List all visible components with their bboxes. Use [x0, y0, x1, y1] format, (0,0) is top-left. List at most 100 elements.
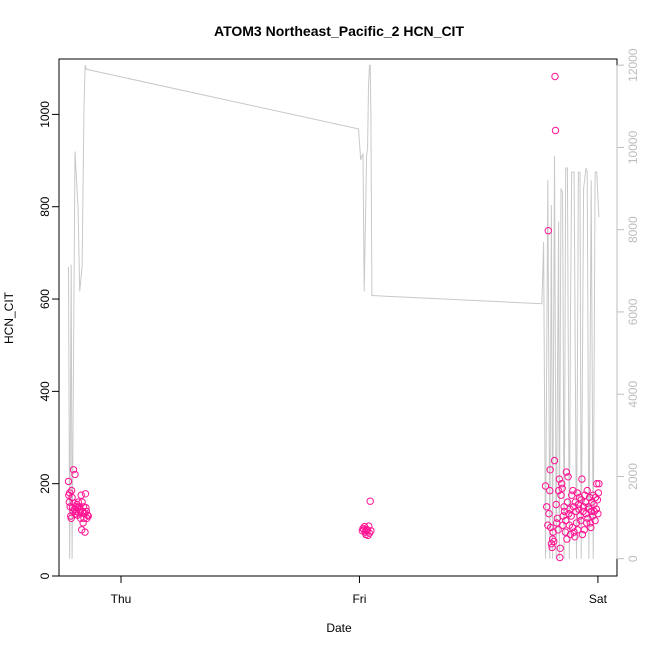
- bottom-tick-label: Thu: [111, 592, 132, 606]
- data-point: [563, 535, 571, 543]
- data-point: [556, 553, 564, 562]
- left-tick-label: 800: [38, 196, 52, 216]
- plot-frame: [58, 58, 618, 577]
- data-point: [565, 510, 573, 518]
- data-point: [577, 496, 585, 504]
- data-point: [547, 540, 556, 548]
- data-point: [554, 526, 562, 534]
- left-tick-label: 200: [38, 473, 52, 493]
- data-point: [552, 500, 560, 509]
- left-tick-label: 400: [38, 381, 52, 401]
- data-point: [562, 468, 571, 476]
- data-point: [586, 519, 594, 527]
- data-point: [591, 516, 599, 525]
- data-point: [555, 475, 563, 483]
- data-point: [366, 497, 374, 505]
- right-tick-label: 6000: [626, 298, 640, 325]
- data-point: [590, 500, 598, 509]
- left-tick-label: 600: [38, 289, 52, 309]
- bottom-tick-label: Fri: [352, 592, 366, 606]
- data-point: [83, 511, 92, 519]
- chart-title: ATOM3 Northeast_Pacific_2 HCN_CIT: [214, 23, 464, 39]
- right-tick-label: 4000: [626, 381, 640, 408]
- data-point: [551, 72, 559, 81]
- data-point: [71, 470, 79, 479]
- data-point: [78, 498, 86, 506]
- data-point: [590, 507, 598, 516]
- data-point: [592, 505, 600, 513]
- data-point: [554, 486, 563, 495]
- data-point: [547, 523, 555, 532]
- data-point: [74, 504, 82, 512]
- data-point: [543, 503, 551, 511]
- data-point: [583, 519, 591, 527]
- data-point: [66, 489, 74, 497]
- data-point: [81, 528, 89, 536]
- data-point: [82, 507, 91, 516]
- data-point: [581, 491, 589, 499]
- data-point: [558, 484, 566, 492]
- data-point: [578, 475, 586, 483]
- line-series-path: [68, 64, 600, 559]
- data-point: [67, 486, 76, 495]
- data-point: [593, 480, 601, 488]
- left-tick-label: 1000: [38, 101, 52, 128]
- data-point: [583, 486, 591, 495]
- data-point: [551, 126, 560, 135]
- data-point: [571, 533, 579, 541]
- data-point: [564, 473, 572, 481]
- data-point: [67, 514, 75, 522]
- data-point: [562, 516, 570, 525]
- data-point: [545, 510, 553, 518]
- data-point: [587, 523, 595, 532]
- right-tick-label: 8000: [626, 216, 640, 243]
- data-point: [77, 491, 85, 499]
- data-point: [594, 489, 603, 497]
- series-layer: [64, 64, 603, 562]
- data-point: [550, 537, 558, 546]
- data-point: [546, 466, 554, 474]
- data-point: [557, 491, 565, 499]
- right-axis: 0 2000 4000 6000 8000 10000 12000: [616, 48, 640, 562]
- right-tick-label: 10000: [626, 130, 640, 164]
- data-point: [69, 466, 78, 474]
- right-tick-label: 2000: [626, 463, 640, 490]
- right-tick-label: 12000: [626, 48, 640, 82]
- data-point: [556, 544, 564, 552]
- data-point: [79, 519, 87, 527]
- data-point: [595, 480, 603, 488]
- data-point: [367, 527, 375, 535]
- data-point: [84, 512, 93, 520]
- data-point: [593, 496, 602, 504]
- data-point: [569, 486, 577, 495]
- data-point: [573, 489, 581, 497]
- data-point: [365, 522, 373, 530]
- bottom-axis: Thu Fri Sat: [111, 575, 608, 606]
- data-point: [550, 456, 559, 465]
- y-axis-label: HCN_CIT: [2, 291, 16, 344]
- left-axis: 0 200 400 600 800 1000: [38, 101, 60, 579]
- data-point: [575, 505, 583, 513]
- data-point: [558, 480, 566, 488]
- data-point: [580, 526, 588, 534]
- data-point: [544, 227, 552, 235]
- left-tick-label: 0: [38, 572, 52, 579]
- data-point: [64, 477, 73, 486]
- data-point: [587, 507, 596, 516]
- data-point: [81, 490, 90, 498]
- data-point: [584, 514, 592, 522]
- data-point: [546, 486, 554, 495]
- x-axis-label: Date: [326, 621, 352, 635]
- bottom-tick-label: Sat: [589, 592, 608, 606]
- data-point: [563, 498, 572, 506]
- data-point: [594, 510, 602, 518]
- data-point: [74, 498, 83, 506]
- data-point: [578, 530, 587, 539]
- right-tick-label: 0: [626, 555, 640, 562]
- data-point: [572, 519, 581, 527]
- data-point: [541, 482, 550, 490]
- data-point: [570, 528, 578, 536]
- data-point: [567, 512, 575, 520]
- data-point: [553, 519, 561, 527]
